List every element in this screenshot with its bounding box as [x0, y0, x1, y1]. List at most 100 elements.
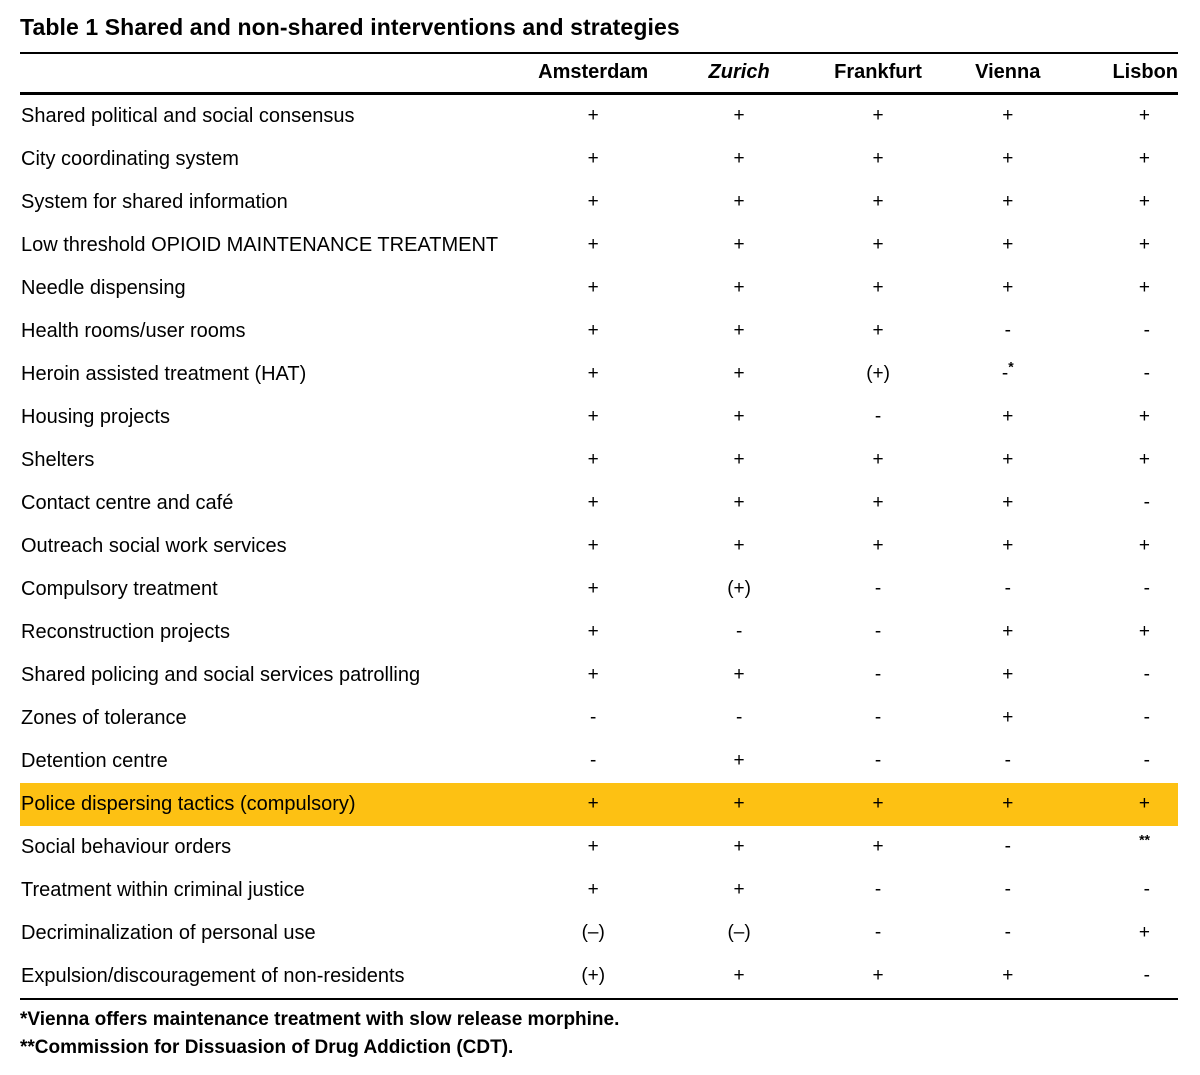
cell-value: +	[872, 535, 884, 557]
cell-value: +	[733, 363, 745, 385]
cell-value: +	[666, 782, 813, 826]
cell-value: +	[587, 277, 599, 299]
table-row: Needle dispensing + + + + +	[20, 267, 1178, 310]
cell-value: +	[1138, 449, 1150, 471]
cell-value: +	[1138, 234, 1150, 256]
row-label: City coordinating system	[21, 147, 239, 170]
cell-value: +	[587, 105, 599, 127]
table-row: Housing projects + + - + +	[20, 396, 1178, 439]
cell-value: +	[587, 621, 599, 643]
cell-value: +	[733, 234, 745, 256]
footnote-vienna: *Vienna offers maintenance treatment wit…	[20, 1008, 620, 1030]
cell-value: (–)	[581, 922, 605, 944]
cell-value: +	[733, 320, 745, 342]
cell-value: +	[872, 277, 884, 299]
row-label: Contact centre and café	[21, 491, 234, 514]
table-row: Compulsory treatment + (+) - - -	[20, 568, 1178, 611]
cell-value: +	[1002, 535, 1014, 557]
cell-value: -*	[1001, 359, 1014, 385]
table-row: Shelters + + + + +	[20, 439, 1178, 482]
cell-value: +	[1002, 277, 1014, 299]
cell-value: +	[733, 535, 745, 557]
cell-value: +	[733, 965, 745, 987]
cell-value: +	[1138, 277, 1150, 299]
column-header-vienna: Vienna	[944, 53, 1072, 95]
title-divider	[20, 51, 1178, 54]
cell-value: -	[1143, 578, 1150, 600]
cell-value: +	[733, 879, 745, 901]
table-row: Treatment within criminal justice + + - - -	[20, 869, 1178, 912]
table-row: Shared political and social consensus + + +…	[20, 93, 1178, 138]
cell-value: +	[872, 836, 884, 858]
cell-value: -	[874, 406, 882, 428]
cell-value: +	[1002, 707, 1014, 729]
cell-value: +	[1138, 191, 1150, 213]
footnote-marker: *	[1008, 359, 1014, 376]
cell-value: +	[733, 277, 745, 299]
table-row: Police dispersing tactics (compulsory) + +…	[20, 782, 1178, 826]
cell-value: **	[1071, 826, 1178, 869]
cell-value: +	[1071, 782, 1178, 826]
column-header-zurich: Zurich	[666, 53, 813, 95]
cell-value: +	[1138, 148, 1150, 170]
cell-value: +	[587, 234, 599, 256]
cell-value: +	[1002, 449, 1014, 471]
cell-value: +	[587, 836, 599, 858]
cell-value: +	[587, 664, 599, 686]
cell-value: +	[587, 191, 599, 213]
table-row: Outreach social work services + + + + +	[20, 525, 1178, 568]
cell-value: +	[733, 148, 745, 170]
cell-value: +	[1138, 922, 1150, 944]
cell-value: -	[874, 707, 882, 729]
cell-value: +	[872, 965, 884, 987]
cell-value: +	[1002, 965, 1014, 987]
row-label: Low threshold OPIOID MAINTENANCE TREATME…	[21, 233, 499, 256]
row-label: Zones of tolerance	[21, 706, 187, 729]
cell-value: -	[1143, 363, 1150, 385]
cell-value: +	[733, 836, 745, 858]
cell-value: +	[872, 105, 884, 127]
cell-value: -	[1143, 707, 1150, 729]
row-label: Decriminalization of personal use	[21, 921, 316, 944]
row-label: Treatment within criminal justice	[21, 878, 305, 901]
cell-value: +	[733, 191, 745, 213]
cell-value: +	[733, 664, 745, 686]
row-label: Heroin assisted treatment (HAT)	[21, 362, 307, 385]
cell-value: +	[1002, 621, 1014, 643]
cell-value: (+)	[727, 578, 751, 600]
cell-value: -	[1143, 750, 1150, 772]
footnote-divider	[20, 997, 1178, 1000]
table-row: Contact centre and café + + + + -	[20, 482, 1178, 525]
table-row: Health rooms/user rooms + + + - -	[20, 310, 1178, 353]
cell-value: +	[1002, 234, 1014, 256]
cell-value: +	[587, 449, 599, 471]
table-row: Expulsion/discouragement of non-resident…	[20, 955, 1178, 998]
cell-value: (–)	[727, 922, 751, 944]
cell-value: +	[587, 320, 599, 342]
cell-value: +	[587, 578, 599, 600]
row-label: Health rooms/user rooms	[21, 319, 246, 342]
column-header-frankfurt: Frankfurt	[812, 53, 945, 95]
cell-value: +	[1002, 664, 1014, 686]
table-row: Zones of tolerance - - - + -	[20, 697, 1178, 740]
table-row: Reconstruction projects + - - + +	[20, 611, 1178, 654]
cell-value: +	[872, 320, 884, 342]
cell-value: +	[733, 750, 745, 772]
column-header-lisbon: Lisbon	[1071, 53, 1178, 95]
row-label: Reconstruction projects	[21, 620, 230, 643]
cell-value: -	[1004, 836, 1011, 858]
cell-value: -	[874, 664, 882, 686]
cell-value: -	[1143, 879, 1150, 901]
cell-value: +	[587, 535, 599, 557]
cell-value: +	[733, 105, 745, 127]
row-label: Social behaviour orders	[21, 835, 232, 858]
row-label: Outreach social work services	[21, 534, 287, 557]
cell-value: +	[1002, 105, 1014, 127]
cell-value: +	[1002, 148, 1014, 170]
table-title: Table 1 Shared and non-shared interventi…	[20, 14, 680, 40]
cell-value: -	[1004, 879, 1011, 901]
cell-value: -	[874, 879, 882, 901]
row-label: Detention centre	[21, 749, 168, 772]
cell-value: +	[1138, 406, 1150, 428]
row-label: Needle dispensing	[21, 276, 186, 299]
